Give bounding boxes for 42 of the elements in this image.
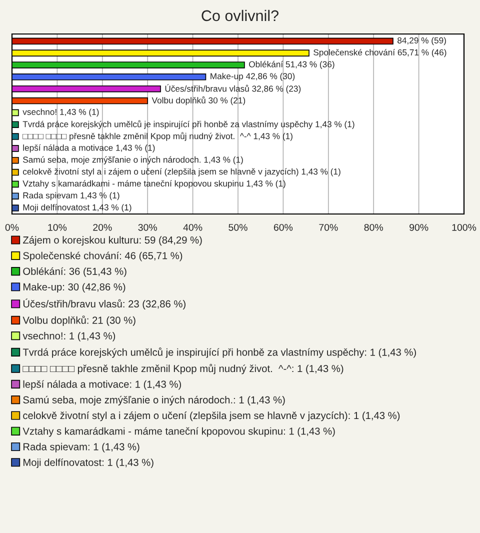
legend-label: Samú seba, moje zmýšľanie o iných národoch.: 1 (1,43 %)	[23, 396, 285, 406]
data-label: Oblékání 51,43 % (36)	[249, 60, 334, 70]
legend-label: lepší nálada a motivace: 1 (1,43 %)	[23, 380, 181, 390]
legend-label: vsechno!: 1 (1,43 %)	[22, 332, 116, 342]
x-tick-label: 30%	[138, 224, 157, 231]
chart-title: Co ovlivnil?	[202, 10, 278, 22]
data-label: celokvě životní styl a i zájem o učení (zlepšila jsem se hlavně v jazycích) 1,43 % (1)	[22, 168, 340, 176]
data-label: lepší nálada a motivace 1,43 % (1)	[23, 144, 155, 152]
x-tick-label: 60%	[274, 224, 293, 231]
x-tick-label: 10%	[48, 224, 67, 231]
legend-label: □□□□ □□□□ přesně takhle změnil Kpop můj nudný život. ^-^: 1 (1,43 %)	[22, 364, 344, 374]
x-tick-label: 80%	[364, 224, 383, 231]
legend-label: Zájem o korejskou kulturu: 59 (84,29 %)	[23, 236, 202, 246]
data-label: Moji delfínovatost 1,43 % (1)	[23, 204, 132, 212]
data-label: □□□□ □□□□ přesně takhle změnil Kpop můj nudný život. ^-^ 1,43 % (1)	[22, 132, 292, 141]
data-label: Tvrdá práce korejských umělců je inspirující při honbě za vlastnímy uspěchy 1,43 % (1)	[22, 120, 354, 129]
x-tick-label: 40%	[183, 224, 202, 231]
legend-label: Make-up: 30 (42,86 %)	[24, 283, 126, 293]
legend-label: Rada spievam: 1 (1,43 %)	[24, 442, 140, 452]
legend-label: celokvě životní styl a i zájem o učení (zlepšila jsem se hlavně v jazycích): 1 (1,43 %)	[23, 412, 400, 422]
legend-label: Společenské chování: 46 (65,71 %)	[23, 252, 182, 262]
data-label: Make-up 42,86 % (30)	[210, 72, 295, 81]
legend-label: Volbu doplňků: 21 (30 %)	[22, 316, 136, 326]
data-label: Samú seba, moje zmýšľanie o iných národoch. 1,43 % (1)	[23, 156, 243, 164]
x-tick-label: 20%	[93, 224, 112, 231]
x-tick-label: 50%	[228, 224, 248, 231]
x-tick-label: 90%	[410, 224, 428, 231]
data-label: vsechno! 1,43 % (1)	[22, 108, 99, 117]
legend-label: Tvrdá práce korejských umělců je inspirující při honbě za vlastnímy uspěchy: 1 (1,43 %)	[22, 348, 416, 358]
data-label: Rada spievam 1,43 % (1)	[23, 192, 120, 200]
data-label: 84,29 % (59)	[398, 37, 446, 46]
legend-label: Účes/střih/bravu vlasů: 23 (32,86 %)	[23, 298, 186, 310]
legend-label: Oblékání: 36 (51,43 %)	[23, 267, 126, 277]
legend-label: Vztahy s kamarádkami - máme taneční kpopovou skupinu: 1 (1,43 %)	[22, 427, 335, 437]
legend-label: Moji delfínovatost: 1 (1,43 %)	[24, 458, 154, 468]
x-tick-label: 70%	[319, 224, 338, 231]
data-label: Účes/střih/bravu vlasů 32,86 % (23)	[165, 84, 301, 94]
data-label: Společenské chování 65,71 % (46)	[314, 49, 446, 58]
x-tick-label: 100%	[452, 224, 476, 231]
data-label: Volbu doplňků 30 % (21)	[152, 96, 246, 106]
x-tick-label: 0%	[5, 224, 19, 231]
data-label: Vztahy s kamarádkami - máme taneční kpopovou skupinu 1,43 % (1)	[22, 180, 286, 188]
